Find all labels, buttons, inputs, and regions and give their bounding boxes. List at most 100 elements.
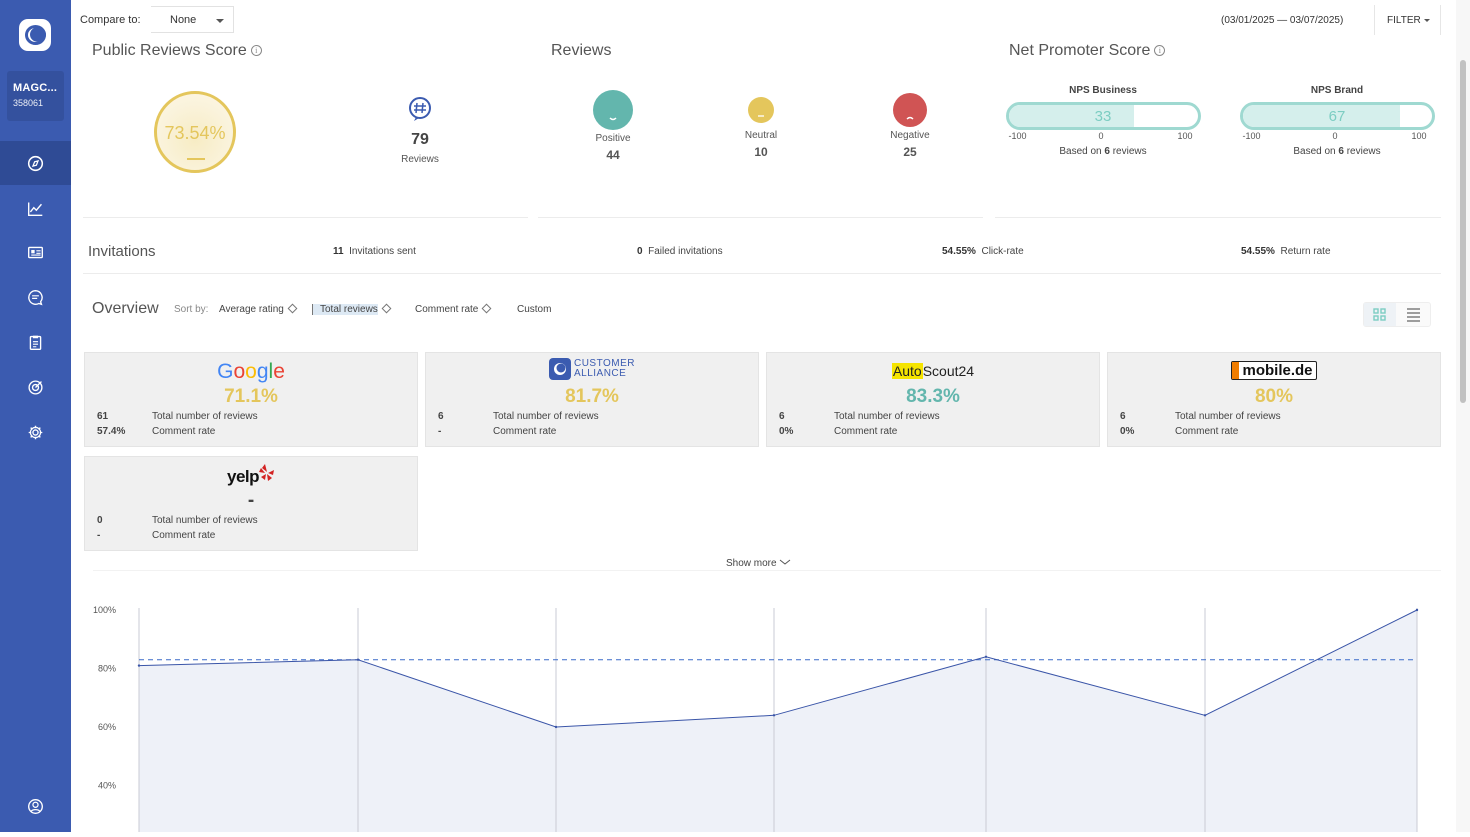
brand-auto: Auto <box>891 363 923 379</box>
nps-brand: NPS Brand 67 -100 0 100 Based on 6 reviews <box>1237 85 1437 157</box>
comment-rate-label: Comment rate <box>152 530 216 541</box>
sort-option-label: Custom <box>517 304 552 315</box>
customer-alliance-logo: CUSTOMER ALLIANCE <box>426 358 758 381</box>
account-switcher[interactable]: MAGC... 358061 <box>7 71 64 121</box>
public-score-gauge: 73.54% <box>154 91 236 173</box>
platform-card-customer-alliance[interactable]: CUSTOMER ALLIANCE 81.7% 6 Total number of … <box>425 352 759 447</box>
divider <box>538 217 983 218</box>
id-card-icon <box>28 246 43 258</box>
total-reviews: 79 Reviews <box>390 96 450 165</box>
public-score-value: 73.54% <box>164 123 226 143</box>
sort-option-label: Average rating <box>219 304 284 315</box>
view-toggle <box>1363 302 1431 327</box>
brand-scout: Scout24 <box>922 363 975 379</box>
platform-card-google[interactable]: Google 71.1% 61 Total number of reviews 5… <box>84 352 418 447</box>
platform-score: 80% <box>1254 386 1294 407</box>
based-prefix: Based on <box>1293 146 1339 157</box>
brand-line-1: CUSTOMER <box>573 358 636 369</box>
list-view-button[interactable] <box>1398 303 1430 326</box>
nps-business: NPS Business 33 -100 0 100 Based on 6 revi… <box>1003 85 1203 157</box>
filter-button[interactable]: FILTER <box>1374 5 1441 35</box>
platform-card-mobile-de[interactable]: mobile.de 80% 6 Total number of reviews 0… <box>1107 352 1441 447</box>
divider <box>995 217 1441 218</box>
sort-comment-rate[interactable]: Comment rate <box>415 303 492 315</box>
total-reviews-label: Reviews <box>401 154 439 165</box>
date-range[interactable]: (03/01/2025 — 03/07/2025) <box>1221 15 1344 26</box>
comment-rate-value: - <box>97 530 101 541</box>
positive-label: Positive <box>595 133 631 144</box>
nps-brand-label: NPS Brand <box>1310 85 1364 96</box>
caret-down-icon <box>1423 18 1430 22</box>
nav-messages[interactable] <box>0 275 71 319</box>
inv-failed-label: Failed invitations <box>648 246 723 257</box>
chart-point <box>554 725 558 729</box>
user-icon <box>28 798 43 814</box>
comment-rate-value: 0% <box>779 426 794 437</box>
sort-label: Sort by: <box>174 304 209 315</box>
nav-profile[interactable] <box>0 784 71 828</box>
inv-failed-value: 0 <box>637 246 643 257</box>
based-suffix: reviews <box>1109 146 1147 157</box>
platform-card-autoscout24[interactable]: AutoScout24 83.3% 6 Total number of revie… <box>766 352 1100 447</box>
yelp-logo: yelp <box>85 463 417 486</box>
platform-card-yelp[interactable]: yelp - 0 Total number of reviews - Comment… <box>84 456 418 551</box>
mobile-de-logo: mobile.de <box>1108 359 1440 381</box>
total-reviews-label: Total number of reviews <box>152 515 258 526</box>
compare-select[interactable]: None <box>151 6 234 33</box>
invitations-failed: 0 Failed invitations <box>637 246 723 257</box>
total-reviews-count: 79 <box>411 131 429 148</box>
caret-down-icon <box>216 19 224 23</box>
app-logo[interactable] <box>19 19 51 51</box>
sort-total-reviews[interactable]: Total reviews <box>312 303 392 315</box>
nps-business-label: NPS Business <box>1069 85 1137 96</box>
nav-contacts[interactable] <box>0 230 71 274</box>
nav-goals[interactable] <box>0 365 71 409</box>
overview-title: Overview <box>92 300 159 317</box>
invitations-title: Invitations <box>88 243 156 260</box>
nps-tick-mid: 0 <box>1098 131 1104 141</box>
rating-chart: 100% 80% 60% 40% <box>80 598 1430 837</box>
inv-click-label: Click-rate <box>981 246 1024 257</box>
top-bar: Compare to: None (03/01/2025 — 03/07/202… <box>71 0 1456 40</box>
total-reviews-value: 6 <box>438 411 444 422</box>
sort-average-rating[interactable]: Average rating <box>219 303 298 315</box>
gear-icon <box>28 425 43 439</box>
inv-return-label: Return rate <box>1280 246 1331 257</box>
based-count: 6 <box>1338 146 1344 157</box>
nav-analytics[interactable] <box>0 186 71 230</box>
sort-diamond-icon <box>381 303 392 314</box>
chart-y-tick-label: 80% <box>98 664 116 674</box>
chat-icon <box>28 289 43 305</box>
chart-point <box>1415 608 1419 612</box>
scrollbar[interactable] <box>1456 0 1470 832</box>
nav-surveys[interactable] <box>0 320 71 364</box>
sentiment-negative: Negative 25 <box>870 93 950 159</box>
chart-point <box>356 658 360 661</box>
sort-option-label: Comment rate <box>415 304 479 315</box>
nav-settings[interactable] <box>0 410 71 454</box>
customer-alliance-icon <box>548 358 571 380</box>
show-more-button[interactable]: Show more <box>726 558 791 569</box>
divider <box>83 273 1441 274</box>
sort-option-label: Total reviews <box>312 304 378 315</box>
sort-custom[interactable]: Custom <box>517 304 551 315</box>
based-count: 6 <box>1104 146 1110 157</box>
yelp-burst-icon <box>259 464 275 481</box>
nav-dashboard[interactable] <box>0 141 71 185</box>
rating-chart-svg: 100% 80% 60% 40% <box>93 605 1419 832</box>
scrollbar-thumb[interactable] <box>1460 60 1466 403</box>
total-reviews-label: Total number of reviews <box>152 411 258 422</box>
grid-view-button[interactable] <box>1364 303 1396 326</box>
nps-tick-max: 100 <box>1411 131 1427 141</box>
brand-mobile: mobile.de <box>1242 362 1313 379</box>
reviews-title: Reviews <box>551 42 612 59</box>
list-icon <box>1407 308 1420 322</box>
chart-point <box>137 664 141 667</box>
info-icon[interactable]: i <box>1154 45 1166 56</box>
sentiment-neutral: Neutral 10 <box>721 97 801 159</box>
hashtag-bubble-icon <box>409 97 431 121</box>
chart-point <box>772 714 776 717</box>
chart-y-tick-label: 100% <box>93 605 116 615</box>
sad-face-icon <box>893 93 927 127</box>
info-icon[interactable]: i <box>250 45 262 56</box>
